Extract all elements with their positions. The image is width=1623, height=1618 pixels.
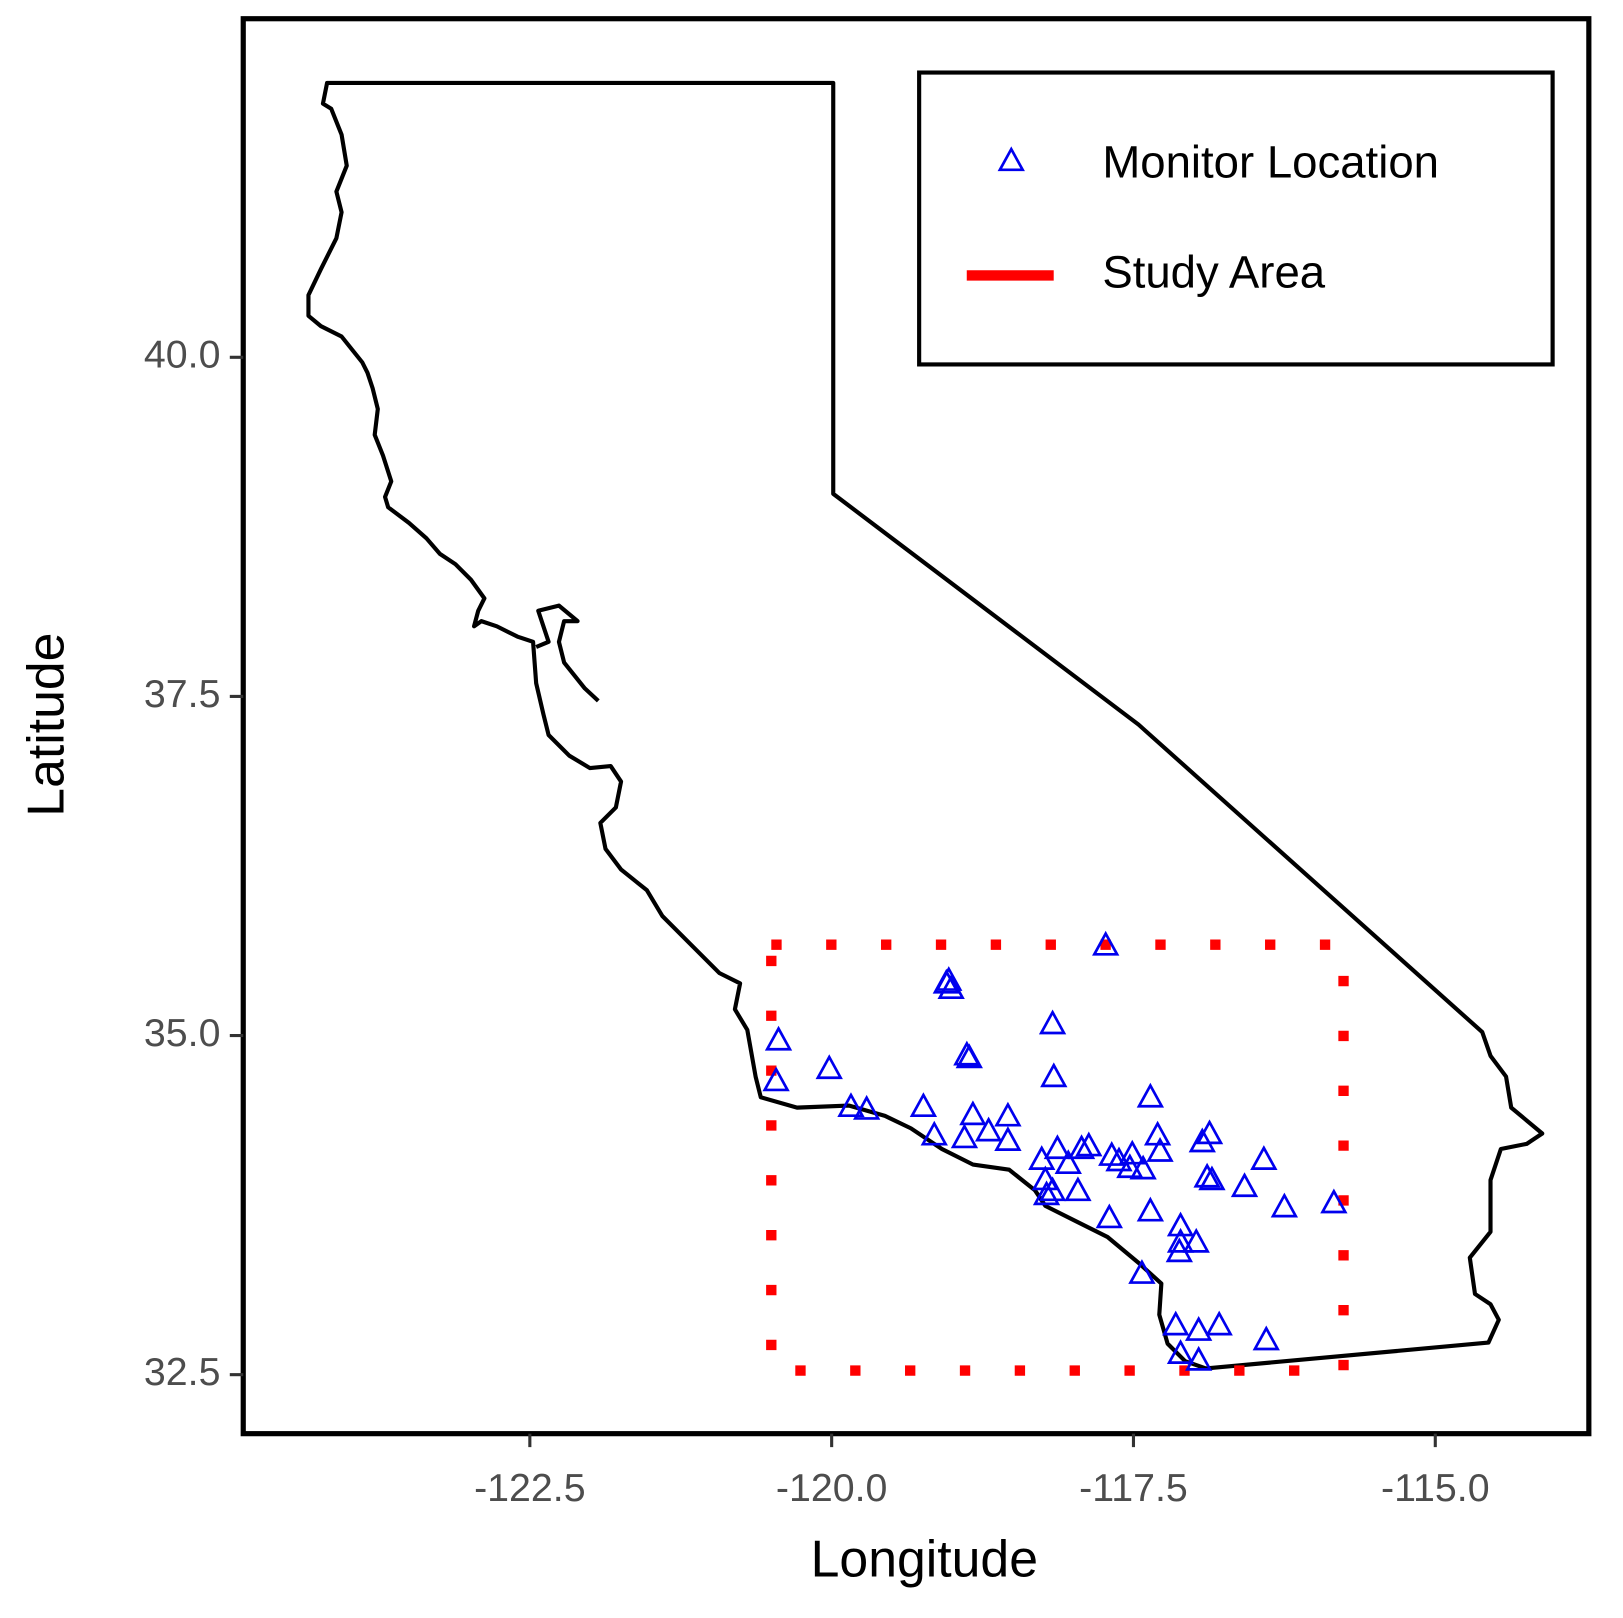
monitor-point <box>1067 1134 1096 1160</box>
monitor-point <box>1105 1146 1133 1172</box>
legend-box <box>917 70 1555 367</box>
state-outline <box>306 80 1545 1371</box>
x-tick-label: -115.0 <box>1381 1466 1490 1510</box>
monitor-point <box>950 1123 979 1149</box>
monitor-point <box>1038 1009 1067 1035</box>
monitor-point <box>1184 1345 1213 1371</box>
x-tick-label: -117.5 <box>1079 1466 1188 1510</box>
monitor-point <box>1136 1196 1165 1222</box>
monitor-point <box>764 1025 793 1051</box>
monitor-point <box>1092 930 1120 956</box>
monitor-point <box>994 1101 1022 1127</box>
x-tick-label: -120.0 <box>776 1466 888 1510</box>
monitor-point <box>935 966 963 991</box>
monitor-point <box>1188 1127 1216 1153</box>
monitor-point <box>920 1120 948 1146</box>
monitor-point <box>762 1066 790 1092</box>
monitor-point <box>1040 1062 1068 1088</box>
monitor-point <box>1118 1139 1146 1165</box>
monitor-point <box>815 1054 843 1080</box>
y-tick-label: 40.0 <box>144 333 221 377</box>
monitor-point <box>1064 1176 1092 1202</box>
monitor-point <box>1198 1165 1226 1191</box>
monitor-point <box>1205 1310 1233 1336</box>
y-tick-label: 32.5 <box>144 1350 221 1394</box>
monitor-point <box>1146 1136 1174 1162</box>
y-tick-label: 35.0 <box>144 1011 221 1055</box>
monitor-point <box>1252 1325 1280 1351</box>
monitor-point <box>959 1100 987 1126</box>
x-axis-title: Longitude <box>811 1530 1038 1588</box>
monitor-point <box>1166 1227 1195 1253</box>
monitor-point <box>1143 1120 1172 1146</box>
monitor-point <box>955 1043 983 1069</box>
monitor-point <box>1136 1082 1165 1108</box>
monitor-point <box>1116 1153 1144 1179</box>
monitor-point <box>1095 1203 1123 1229</box>
y-tick-label: 37.5 <box>144 672 221 716</box>
monitor-point <box>1166 1339 1195 1364</box>
monitor-point <box>1031 1165 1059 1191</box>
monitor-point <box>1032 1180 1061 1206</box>
monitor-point <box>974 1116 1003 1142</box>
monitor-point <box>994 1126 1022 1151</box>
monitor-point <box>1184 1316 1213 1341</box>
monitor-point <box>1038 1176 1067 1202</box>
monitor-point <box>853 1094 881 1120</box>
monitor-point <box>1193 1162 1221 1188</box>
monitor-point <box>1195 1119 1224 1145</box>
monitor-point <box>1128 1259 1156 1284</box>
monitor-point <box>1250 1145 1278 1170</box>
monitor-point <box>909 1092 938 1118</box>
x-tick-label: -122.5 <box>474 1466 586 1510</box>
monitor-point <box>1129 1154 1157 1180</box>
legend-label: Study Area <box>1102 246 1325 297</box>
monitor-point <box>1043 1134 1072 1160</box>
monitor-point <box>1230 1172 1259 1198</box>
y-axis-title: Latitude <box>16 633 74 817</box>
monitor-point <box>837 1092 865 1118</box>
monitor-point <box>1182 1227 1210 1253</box>
monitor-point <box>1166 1211 1195 1237</box>
monitor-point <box>1162 1310 1190 1336</box>
monitor-point <box>1054 1149 1082 1175</box>
legend-marker <box>997 146 1025 172</box>
monitor-point <box>1270 1192 1299 1218</box>
monitor-point <box>1320 1188 1348 1214</box>
monitor-point <box>1075 1131 1103 1157</box>
monitor-point <box>937 974 965 1000</box>
legend-label: Monitor Location <box>1102 137 1439 188</box>
plot-frame <box>240 16 1592 1437</box>
bay-outline <box>535 603 600 703</box>
